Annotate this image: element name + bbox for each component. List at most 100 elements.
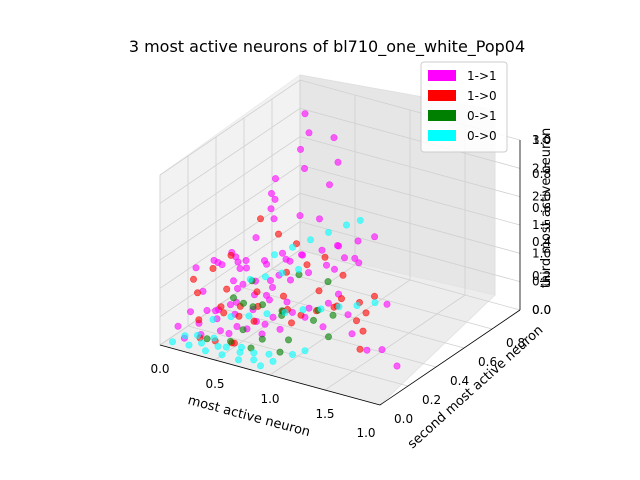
data-point xyxy=(352,317,360,325)
data-point xyxy=(296,212,304,220)
z-tick-label-overlay: 0.4 xyxy=(532,235,551,249)
data-point xyxy=(203,335,211,343)
data-point xyxy=(249,303,257,311)
data-point xyxy=(330,265,338,273)
data-point xyxy=(354,237,362,245)
data-point xyxy=(216,327,224,335)
data-point xyxy=(278,249,286,257)
data-point xyxy=(269,357,277,365)
data-point xyxy=(324,333,332,341)
legend: 1->1 1->0 0->1 0->0 xyxy=(420,61,508,153)
y-gridline xyxy=(187,156,409,387)
x-gridline xyxy=(324,125,466,391)
data-point xyxy=(286,276,294,284)
x-axis-label: most active neuron xyxy=(186,393,312,440)
data-point xyxy=(340,254,348,262)
legend-swatch xyxy=(428,70,456,81)
data-point xyxy=(218,351,226,359)
data-point xyxy=(246,275,254,283)
data-point xyxy=(263,310,271,318)
data-point xyxy=(195,316,203,324)
data-point xyxy=(243,264,251,272)
data-point xyxy=(305,129,313,137)
data-point xyxy=(301,347,309,355)
data-point xyxy=(348,330,356,338)
x-tick-label: 1.0 xyxy=(260,392,279,406)
data-point xyxy=(287,319,295,327)
data-point xyxy=(315,215,323,223)
data-point xyxy=(258,335,266,343)
data-point xyxy=(271,175,279,183)
data-point xyxy=(370,292,378,300)
x-tick-label: 1.5 xyxy=(315,407,334,421)
data-point xyxy=(288,350,296,358)
data-point xyxy=(330,134,338,142)
data-point xyxy=(239,326,247,334)
y-gridline xyxy=(271,99,493,330)
data-point xyxy=(265,350,273,358)
data-point xyxy=(362,309,370,317)
x-tick-label: 0.0 xyxy=(150,362,169,376)
data-point xyxy=(174,322,182,330)
data-point xyxy=(202,347,210,355)
data-point xyxy=(239,280,247,288)
data-point xyxy=(230,277,238,285)
data-point xyxy=(227,301,235,309)
data-point xyxy=(319,323,327,331)
data-point xyxy=(256,362,264,370)
data-point xyxy=(329,311,337,319)
x-tick-label-overlay: 1.0 xyxy=(356,426,375,440)
data-point xyxy=(192,264,200,272)
data-point xyxy=(278,269,286,277)
data-point xyxy=(198,339,206,347)
data-point xyxy=(356,345,364,353)
legend-swatch xyxy=(428,110,456,121)
data-point xyxy=(309,316,317,324)
legend-label: 1->1 xyxy=(467,69,497,83)
tick-labels: 0.0 0.5 1.0 1.5 1.0 0.0 0.2 0.4 0.6 0.8 0.0 0.5 1.0 1… xyxy=(150,133,551,440)
data-point xyxy=(337,295,345,303)
data-point xyxy=(245,312,253,320)
data-point xyxy=(296,145,304,153)
legend-swatch xyxy=(428,130,456,141)
z-tick-label: 1.0 xyxy=(532,246,551,260)
data-point xyxy=(185,341,193,349)
axis-lines xyxy=(159,140,521,406)
legend-swatch xyxy=(428,90,456,101)
data-point xyxy=(393,362,401,370)
data-point xyxy=(236,264,244,272)
data-point xyxy=(325,181,333,189)
data-point xyxy=(181,332,189,340)
data-point xyxy=(233,322,241,330)
data-point xyxy=(227,313,235,321)
data-point xyxy=(261,273,269,281)
data-point xyxy=(250,356,258,364)
data-point xyxy=(227,251,235,259)
y-tick-label: 0.8 xyxy=(506,336,525,350)
z-axis-label: third most active neuron xyxy=(539,128,554,288)
scatter-points xyxy=(169,110,401,370)
data-point xyxy=(267,205,275,213)
data-point xyxy=(194,331,202,339)
data-point xyxy=(223,285,231,293)
data-point xyxy=(267,190,275,198)
data-point xyxy=(270,251,278,259)
y-gridline xyxy=(215,137,437,368)
z-tick-label: 3.0 xyxy=(532,133,551,147)
data-point xyxy=(383,300,391,308)
data-point xyxy=(240,299,248,307)
data-point xyxy=(253,288,261,296)
data-point xyxy=(258,301,266,309)
data-point xyxy=(353,301,361,309)
data-point xyxy=(220,309,228,317)
data-point xyxy=(210,334,218,342)
data-point xyxy=(315,287,323,295)
z-tick-label: 0.0 xyxy=(532,303,551,317)
data-point xyxy=(342,221,350,229)
legend-label: 0->0 xyxy=(467,129,497,143)
data-point xyxy=(270,215,278,223)
data-point xyxy=(351,254,359,262)
data-point xyxy=(324,228,332,236)
